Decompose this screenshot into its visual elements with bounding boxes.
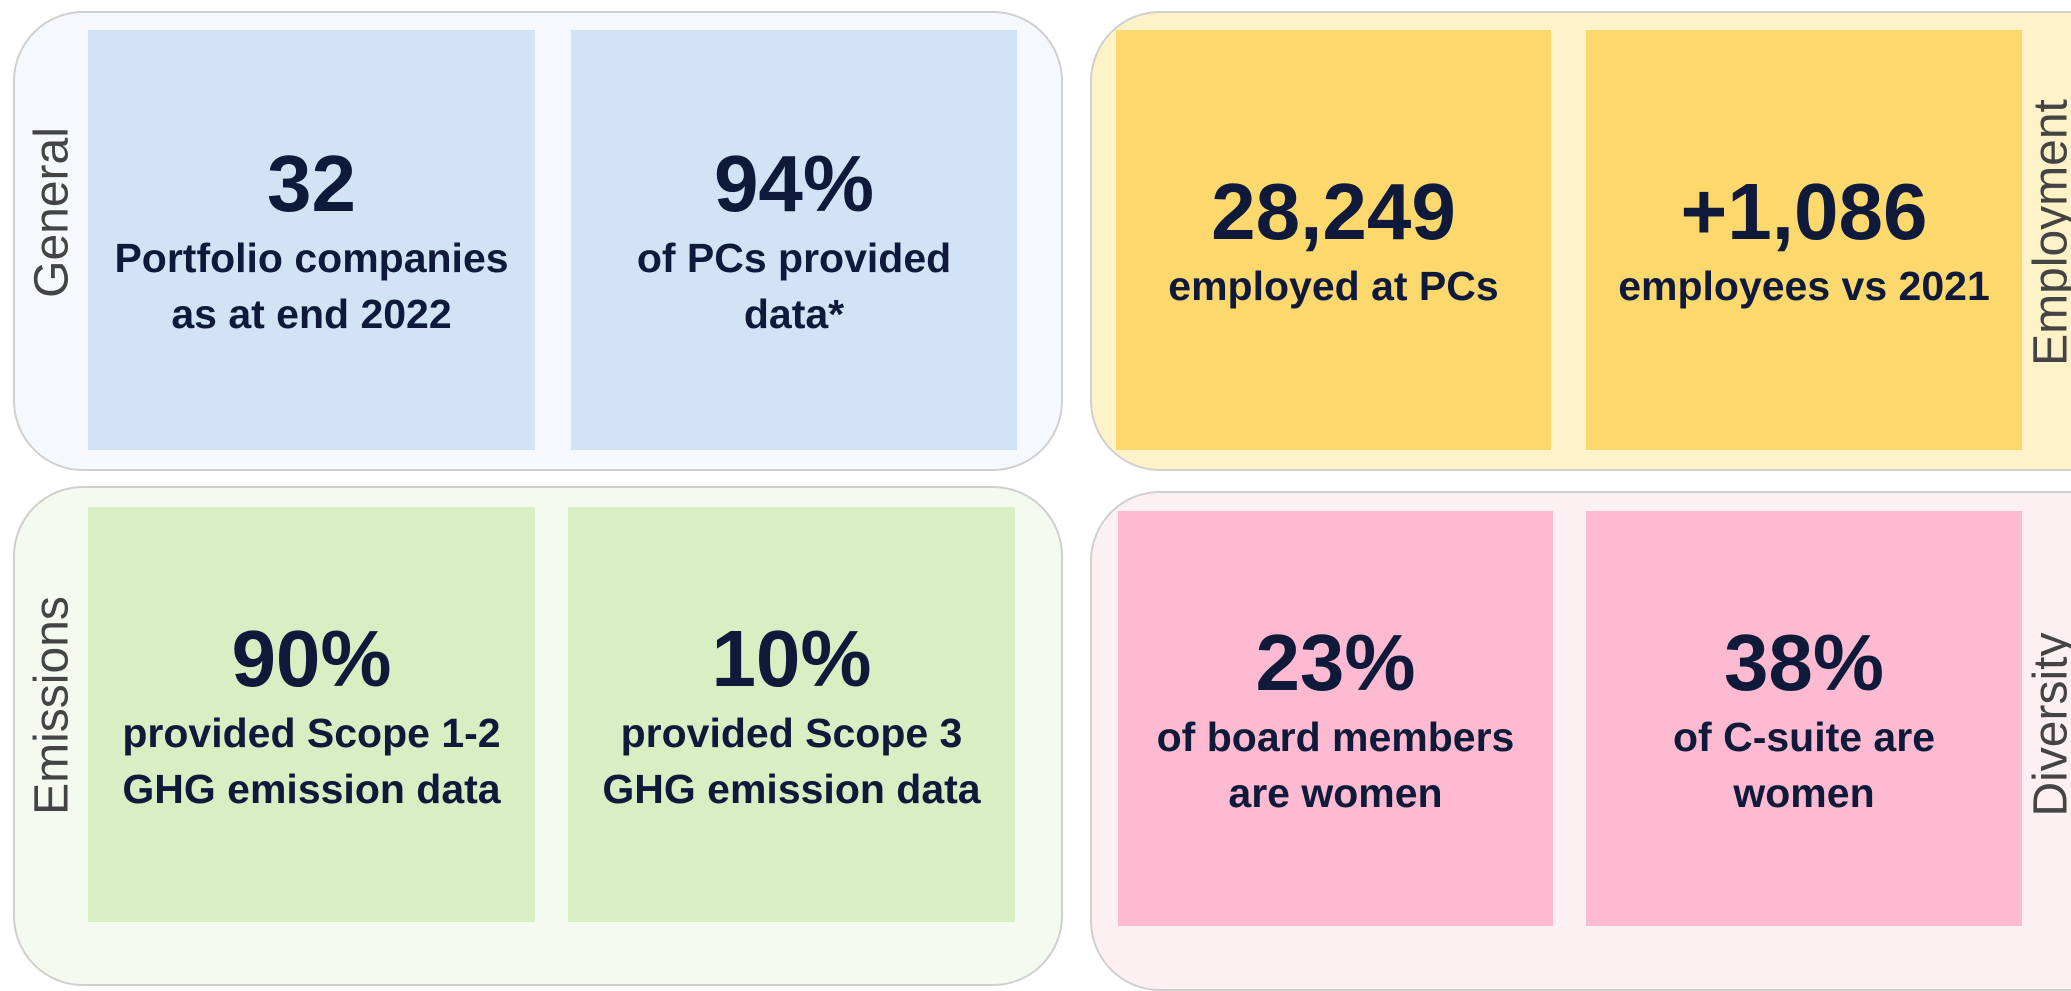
stat-description: of PCs provided bbox=[637, 230, 951, 286]
panel-label: Emissions bbox=[25, 506, 80, 906]
stat-value: +1,086 bbox=[1681, 166, 1928, 258]
stat-description: GHG emission data bbox=[602, 761, 980, 817]
stat-description: provided Scope 3 bbox=[621, 705, 963, 761]
stat-value: 10% bbox=[711, 613, 871, 705]
stat-description: data* bbox=[744, 286, 844, 342]
stat-description: employees vs 2021 bbox=[1618, 258, 1990, 314]
stat-description: are women bbox=[1228, 765, 1442, 821]
stat-description: GHG emission data bbox=[122, 761, 500, 817]
stat-description: of board members bbox=[1157, 709, 1515, 765]
stat-value: 23% bbox=[1255, 617, 1415, 709]
stat-description: employed at PCs bbox=[1168, 258, 1498, 314]
stat-description: of C-suite are bbox=[1673, 709, 1935, 765]
stat-value: 32 bbox=[267, 138, 356, 230]
stat-description: Portfolio companies bbox=[114, 230, 508, 286]
panel-label: General bbox=[25, 13, 80, 413]
stat-value: 90% bbox=[231, 613, 391, 705]
panel-label: Diversity bbox=[2024, 525, 2071, 925]
stat-value: 28,249 bbox=[1211, 166, 1456, 258]
page: General Employment Emissions Diversity 3… bbox=[0, 0, 2071, 942]
stat-description: as at end 2022 bbox=[171, 286, 451, 342]
panel-label: Employment bbox=[2024, 33, 2071, 433]
stat-value: 38% bbox=[1724, 617, 1884, 709]
stat-description: provided Scope 1-2 bbox=[122, 705, 500, 761]
stat-value: 94% bbox=[714, 138, 874, 230]
stat-description: women bbox=[1733, 765, 1874, 821]
